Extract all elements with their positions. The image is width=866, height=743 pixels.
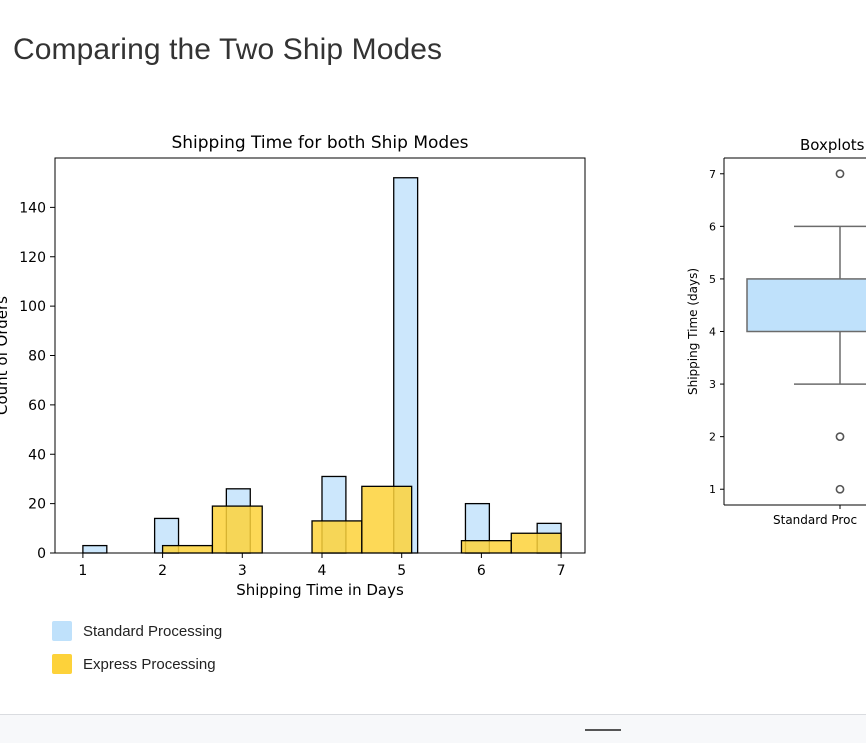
hist-ytick-label-60: 60	[28, 398, 46, 414]
resize-handle[interactable]	[585, 729, 621, 731]
hist-bar-express-1	[211, 505, 263, 554]
hist-bar-express-2	[311, 520, 363, 554]
box-ytick-label-3: 3	[709, 378, 716, 391]
hist-xtick-label-4: 4	[318, 563, 327, 579]
hist-xtick-label-3: 3	[238, 563, 247, 579]
hist-ytick-label-140: 140	[19, 200, 46, 216]
hist-xtick-label-1: 1	[78, 563, 87, 579]
box-ytick-label-7: 7	[709, 168, 716, 181]
footer-bar	[0, 714, 866, 743]
hist-bar-express-3	[361, 485, 413, 554]
hist-xtick-label-2: 2	[158, 563, 167, 579]
hist-ytick-label-100: 100	[19, 299, 46, 315]
box-outlier-2	[835, 484, 845, 494]
legend-item-express[interactable]: Express Processing	[52, 653, 222, 675]
hist-xtick-label-5: 5	[397, 563, 406, 579]
hist-bar-express-0	[161, 544, 214, 554]
box-ytick-label-6: 6	[709, 220, 716, 233]
box-ytick-label-1: 1	[709, 483, 716, 496]
hist-ytick-label-40: 40	[28, 447, 46, 463]
legend-item-standard[interactable]: Standard Processing	[52, 620, 222, 642]
hist-ytick-label-120: 120	[19, 250, 46, 266]
legend-label-express: Express Processing	[83, 655, 216, 673]
box-ytick-label-4: 4	[709, 326, 716, 339]
box-xtick-label-0: Standard Proc	[773, 513, 857, 527]
hist-bar-standard-0	[82, 544, 108, 554]
box-iqr	[746, 278, 866, 333]
hist-ytick-label-80: 80	[28, 349, 46, 365]
legend-swatch-standard	[52, 621, 72, 641]
box-outlier-1	[835, 432, 845, 442]
box-ylabel: Shipping Time (days)	[686, 268, 700, 395]
box-ytick-label-2: 2	[709, 431, 716, 444]
legend: Standard Processing Express Processing	[52, 620, 222, 686]
hist-xlabel: Shipping Time in Days	[236, 581, 404, 599]
hist-ytick-label-20: 20	[28, 497, 46, 513]
legend-swatch-express	[52, 654, 72, 674]
hist-bar-express-5	[510, 532, 562, 554]
page-title: Comparing the Two Ship Modes	[13, 33, 443, 66]
hist-axes-frame	[54, 157, 586, 554]
hist-ylabel: Count of Orders	[0, 296, 11, 415]
hist-xtick-label-7: 7	[557, 563, 566, 579]
hist-xtick-label-6: 6	[477, 563, 486, 579]
hist-ytick-label-0: 0	[37, 546, 46, 562]
box-title: Boxplots	[800, 136, 865, 154]
hist-title: Shipping Time for both Ship Modes	[171, 133, 468, 153]
box-outlier-0	[835, 169, 845, 179]
legend-label-standard: Standard Processing	[83, 622, 223, 640]
box-ytick-label-5: 5	[709, 273, 716, 286]
hist-bar-express-4	[460, 540, 512, 554]
